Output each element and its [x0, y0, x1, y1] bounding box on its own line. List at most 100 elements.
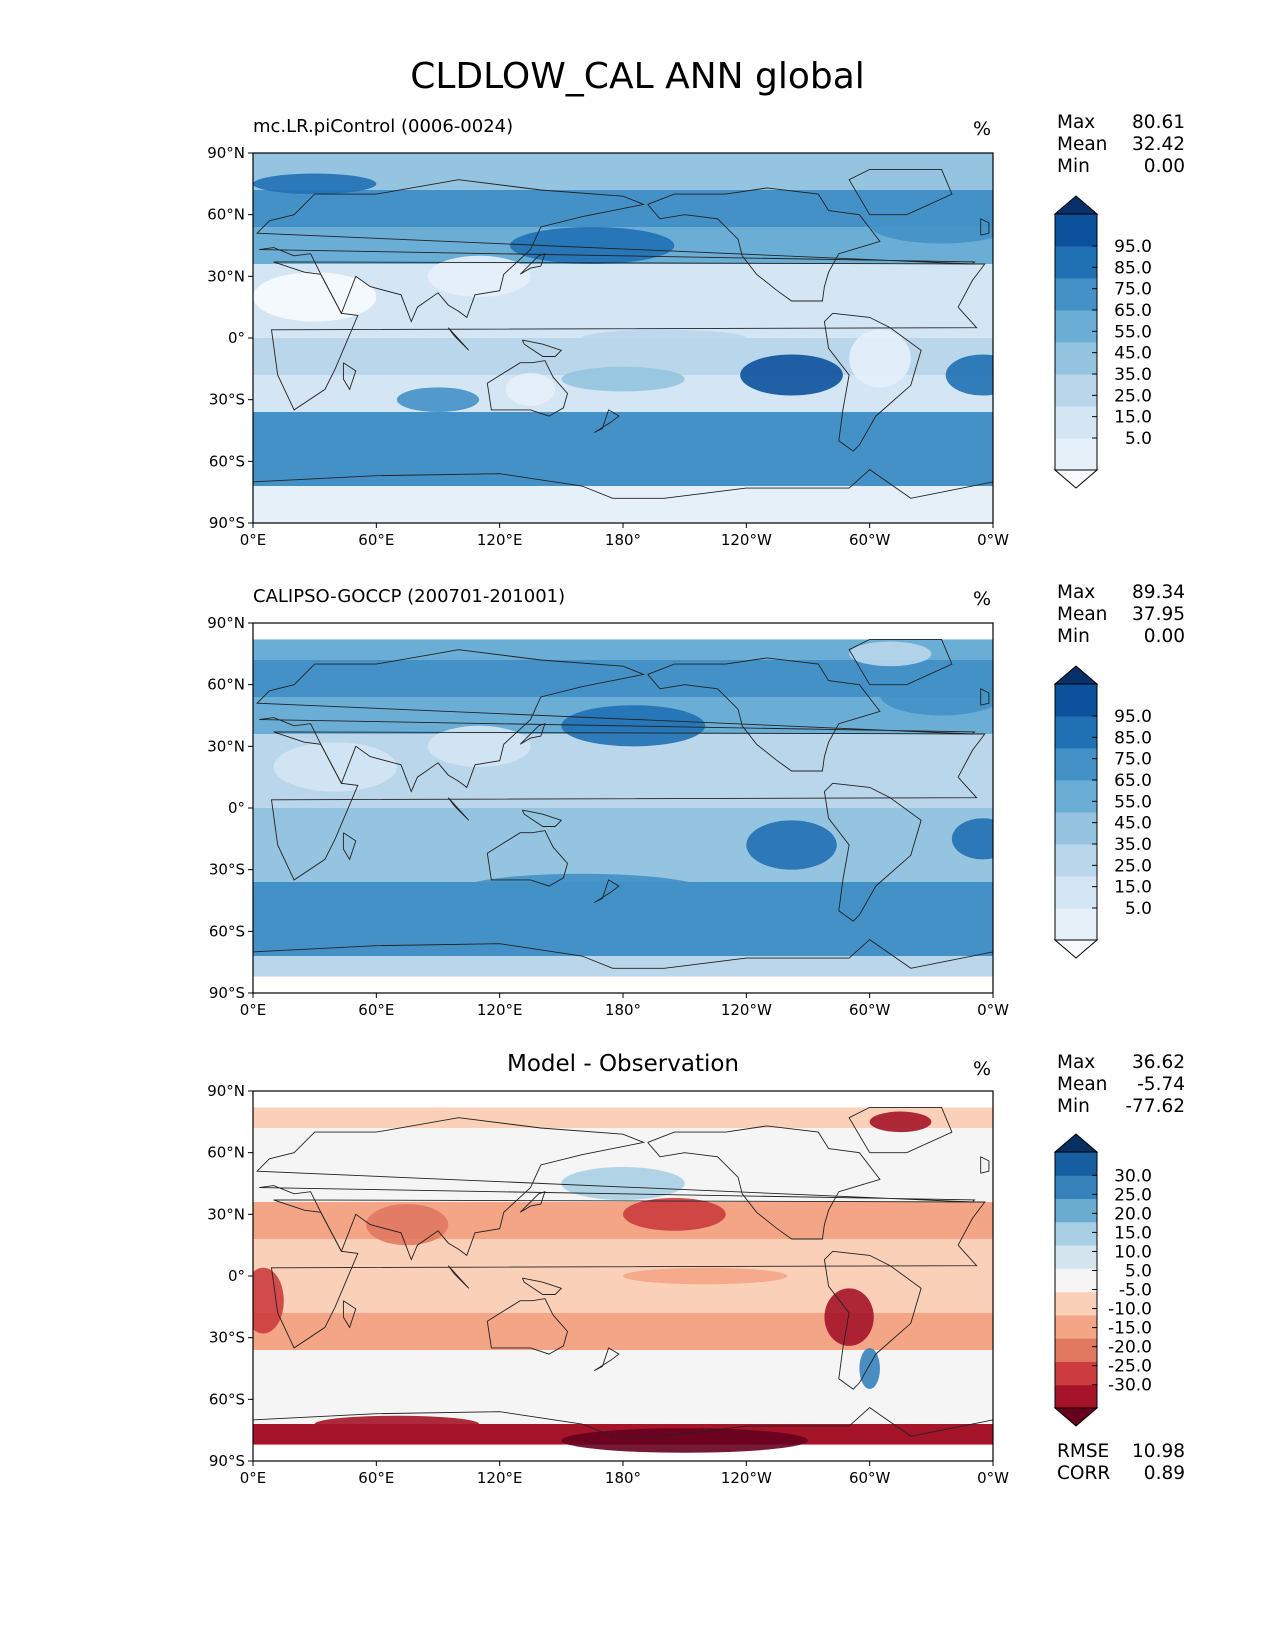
colorbar-label: 55.0	[1114, 792, 1152, 812]
coastline	[486, 360, 568, 417]
colorbar-label: 25.0	[1114, 856, 1152, 876]
field-feature	[427, 255, 531, 297]
coastline	[447, 1265, 470, 1289]
panel-title: Model - Observation	[506, 1051, 740, 1077]
lat-band	[253, 449, 993, 487]
field-feature	[253, 173, 377, 195]
coastline	[486, 1298, 568, 1355]
colorbar-label: 65.0	[1114, 771, 1152, 791]
coastlines	[253, 1106, 993, 1437]
x-tick-label: 0°W	[977, 1001, 1009, 1019]
colorbar-segment	[1055, 1314, 1097, 1339]
colorbar-segment	[1055, 684, 1097, 717]
colorbar-label: -15.0	[1108, 1319, 1152, 1339]
coastline	[256, 649, 976, 793]
colorbar-label: 25.0	[1114, 1185, 1152, 1205]
field-feature	[314, 1415, 480, 1433]
panel-observation: CALIPSO-GOCCP (200701-201001) % Max 89.34…	[0, 582, 1275, 1046]
colorbar-segment	[1055, 342, 1097, 375]
colorbar-label: 5.0	[1125, 429, 1152, 449]
colorbar-label: 85.0	[1114, 258, 1152, 278]
x-tick-label: 120°W	[721, 531, 772, 549]
stat-max: Max 80.61	[1057, 112, 1185, 133]
y-tick-label: 60°N	[207, 206, 245, 224]
colorbar: 95.085.075.065.055.045.035.025.015.05.0	[1053, 195, 1152, 489]
stat-min: Min 0.00	[1057, 626, 1185, 647]
colorbar-segment	[1055, 214, 1097, 247]
colorbar-segment	[1055, 1152, 1097, 1176]
stats-rmse-corr: RMSE 10.98 CORR 0.89	[1057, 1441, 1185, 1485]
y-tick-label: 90°S	[209, 984, 245, 1002]
colorbar-segment	[1055, 1268, 1097, 1293]
y-tick-label: 30°S	[209, 861, 245, 879]
field-feature	[623, 1267, 788, 1285]
coastline	[823, 1250, 922, 1390]
nodata-south	[253, 1444, 993, 1461]
figure-title: CLDLOW_CAL ANN global	[410, 56, 865, 97]
coastline	[593, 409, 620, 434]
colorbar-label: -30.0	[1108, 1376, 1152, 1396]
colorbar-label: 20.0	[1114, 1204, 1152, 1224]
coastline	[521, 1277, 563, 1295]
coastline	[521, 809, 563, 827]
colorbar-segment	[1055, 908, 1097, 941]
y-tick-label: 90°N	[207, 614, 245, 632]
coastline	[253, 1407, 993, 1437]
coastline	[342, 832, 357, 861]
field-feature	[427, 725, 531, 767]
lat-band	[253, 1128, 993, 1166]
lat-band	[253, 264, 993, 302]
coastline	[342, 362, 357, 391]
field-feature	[253, 272, 377, 322]
coastline	[980, 688, 990, 706]
coastline	[519, 722, 546, 745]
field-feature	[561, 1167, 685, 1200]
y-tick-label: 60°S	[209, 1390, 245, 1408]
coastline	[823, 312, 922, 452]
field-layer	[253, 1091, 993, 1461]
coastline	[256, 179, 976, 323]
coastline	[980, 218, 990, 236]
nodata-south	[253, 976, 993, 993]
coastline	[519, 252, 546, 275]
stat-mean: Mean -5.74	[1057, 1074, 1185, 1095]
field-feature	[458, 873, 706, 907]
field-feature	[253, 1267, 284, 1334]
panel-title: CALIPSO-GOCCP (200701-201001)	[253, 586, 566, 607]
colorbar-label: 75.0	[1114, 750, 1152, 770]
y-tick-label: 30°S	[209, 391, 245, 409]
map-plot: 90°N 60°N 30°N 0° 30°S 60°S 90°S0°E 60°E 120°E 18…	[207, 614, 1152, 1019]
panel-model: mc.LR.piControl (0006-0024) % Max 80.61 M…	[0, 112, 1275, 576]
colorbar-segment	[1055, 716, 1097, 749]
colorbar-segment	[1055, 876, 1097, 909]
y-tick-label: 90°N	[207, 1082, 245, 1100]
y-tick-label: 90°S	[209, 514, 245, 532]
x-tick-label: 0°W	[977, 1469, 1009, 1487]
colorbar-extend-high	[1053, 195, 1099, 215]
lat-band	[253, 1313, 993, 1351]
map-plot: 90°N 60°N 30°N 0° 30°S 60°S 90°S0°E 60°E 120°E 18…	[207, 1082, 1152, 1487]
colorbar-label: 95.0	[1114, 707, 1152, 727]
colorbar-label: 85.0	[1114, 728, 1152, 748]
lat-band	[253, 1276, 993, 1314]
field-feature	[849, 641, 932, 667]
lat-band	[253, 412, 993, 450]
colorbar-extend-high	[1053, 665, 1099, 685]
units-label: %	[973, 118, 992, 140]
map-plot: 90°N 60°N 30°N 0° 30°S 60°S 90°S0°E 60°E 120°E 18…	[207, 144, 1152, 549]
units-label: %	[973, 588, 992, 610]
x-tick-label: 180°	[605, 531, 641, 549]
x-tick-label: 60°W	[849, 1001, 891, 1019]
field-feature	[951, 818, 993, 860]
field-layer	[253, 153, 993, 523]
x-tick-label: 60°E	[358, 1469, 394, 1487]
colorbar-label: 35.0	[1114, 365, 1152, 385]
x-tick-label: 120°E	[477, 1001, 523, 1019]
x-tick-label: 60°E	[358, 531, 394, 549]
y-tick-label: 60°S	[209, 922, 245, 940]
colorbar-extend-high	[1053, 1133, 1099, 1153]
colorbar-segment	[1055, 1175, 1097, 1200]
y-tick-label: 30°N	[207, 737, 245, 755]
coastline	[823, 782, 922, 922]
nodata-north	[253, 1091, 993, 1108]
